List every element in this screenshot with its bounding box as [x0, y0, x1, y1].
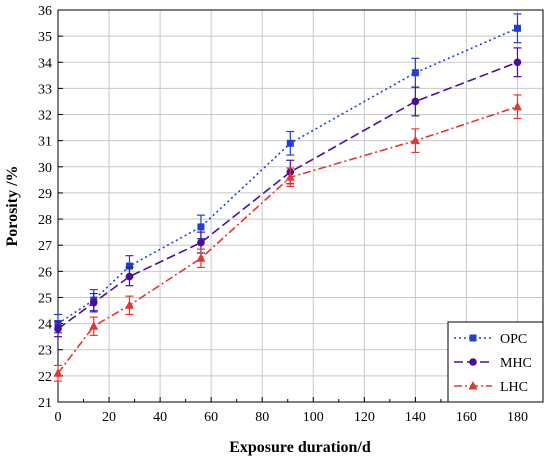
data-point	[197, 238, 205, 247]
y-tick-label: 24	[38, 318, 52, 333]
x-tick-label: 20	[102, 410, 116, 425]
data-point	[89, 298, 98, 307]
x-tick-label: 180	[507, 410, 528, 425]
data-point	[286, 139, 294, 147]
legend-box	[447, 321, 544, 403]
y-tick-label: 22	[38, 370, 52, 385]
data-point	[124, 300, 134, 309]
x-tick-label: 140	[405, 410, 426, 425]
y-tick-label: 32	[38, 109, 52, 124]
y-tick-label: 25	[38, 291, 52, 306]
series-layer	[53, 13, 522, 382]
x-tick-label: 40	[153, 410, 167, 425]
y-tick-label: 30	[38, 161, 52, 176]
x-tick-label: 120	[354, 410, 375, 425]
y-axis: 21 22 23 24 25 26 27 28 29 30 31 32 33 34 35 36	[38, 4, 63, 411]
x-tick-label: 100	[303, 410, 324, 425]
y-axis-label: Porosity /%	[4, 165, 21, 246]
data-point	[513, 58, 522, 67]
y-tick-label: 23	[38, 344, 52, 359]
legend-label: LHC	[500, 380, 528, 395]
data-point	[512, 101, 522, 111]
data-point	[411, 97, 420, 106]
x-axis-label: Exposure duration/d	[229, 439, 371, 456]
x-axis: 0 20 40 60 80 100 120 140 160 180	[55, 397, 528, 425]
series-lhc	[53, 94, 522, 382]
data-point	[513, 24, 521, 32]
legend-label: OPC	[500, 332, 527, 347]
x-tick-label: 60	[204, 410, 218, 425]
x-tick-label: 80	[255, 410, 269, 425]
data-point	[196, 253, 206, 262]
y-tick-label: 33	[38, 82, 52, 97]
y-tick-label: 26	[38, 265, 52, 280]
legend: OPC MHC LHC	[447, 321, 544, 403]
y-tick-label: 35	[38, 30, 52, 45]
data-point	[53, 368, 63, 377]
data-point	[285, 172, 295, 181]
y-tick-label: 28	[38, 213, 52, 228]
data-point	[197, 223, 205, 231]
series-mhc	[54, 47, 522, 338]
data-point	[411, 69, 419, 77]
x-tick-label: 0	[55, 410, 62, 425]
legend-marker	[469, 334, 477, 342]
y-tick-label: 27	[38, 239, 52, 254]
data-point	[54, 325, 62, 333]
data-point	[125, 272, 134, 281]
y-tick-label: 31	[38, 135, 52, 150]
x-tick-label: 160	[456, 410, 477, 425]
data-point	[410, 135, 420, 145]
y-tick-label: 34	[38, 56, 52, 71]
y-tick-label: 21	[38, 396, 52, 411]
data-point	[89, 321, 99, 330]
legend-label: MHC	[500, 356, 532, 371]
legend-marker	[468, 381, 478, 390]
series-line	[57, 61, 518, 330]
data-point	[125, 262, 133, 270]
plot-frame	[57, 9, 544, 403]
legend-marker	[469, 358, 477, 366]
y-tick-label: 36	[38, 4, 52, 19]
y-tick-label: 29	[38, 187, 52, 202]
